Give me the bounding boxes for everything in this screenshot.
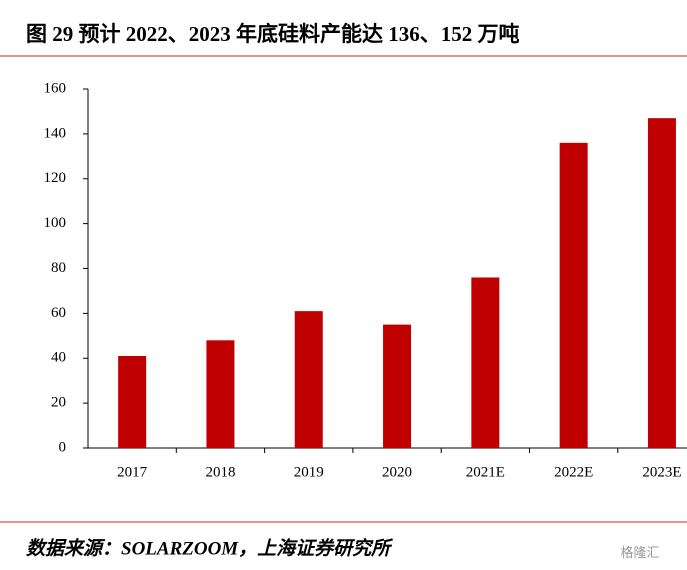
bar [471, 277, 500, 448]
bar [294, 311, 323, 448]
x-tick-label: 2021E [466, 464, 505, 480]
y-tick-label: 60 [51, 305, 66, 321]
x-tick-label: 2018 [205, 464, 235, 480]
bar [118, 356, 147, 448]
x-tick-label: 2023E [642, 464, 681, 480]
y-tick-label: 80 [51, 260, 66, 276]
bar [206, 340, 235, 448]
bar [647, 118, 676, 448]
watermark: 格隆汇 [620, 545, 659, 560]
y-tick-label: 140 [44, 125, 67, 141]
x-tick-label: 2022E [554, 464, 593, 480]
y-tick-label: 100 [44, 215, 67, 231]
y-tick-label: 40 [51, 350, 66, 366]
x-tick-label: 2020 [382, 464, 412, 480]
x-tick-label: 2017 [117, 464, 148, 480]
y-tick-label: 160 [44, 80, 67, 96]
bar [559, 142, 588, 448]
y-tick-label: 120 [44, 170, 67, 186]
bar [383, 324, 412, 448]
x-tick-label: 2019 [294, 464, 324, 480]
chart-title: 图 29 预计 2022、2023 年底硅料产能达 136、152 万吨 [26, 22, 520, 46]
source: 数据来源：SOLARZOOM，上海证券研究所 [26, 537, 393, 559]
y-tick-label: 0 [59, 439, 67, 455]
y-tick-label: 20 [51, 395, 66, 411]
